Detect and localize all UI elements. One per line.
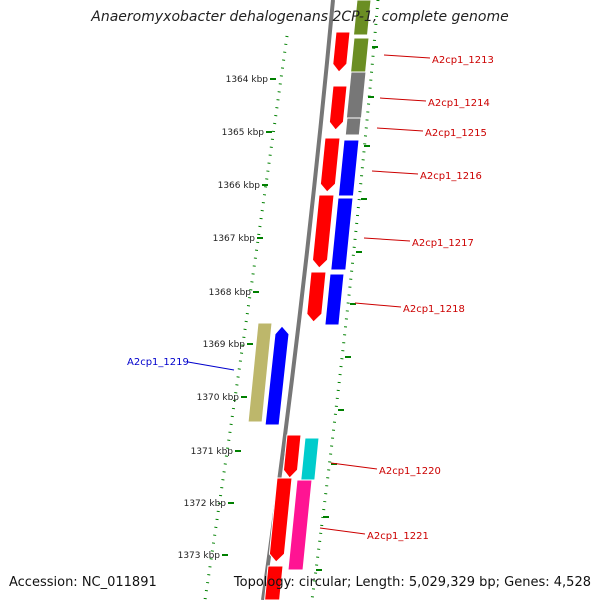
gene-label: A2cp1_1218 [403,304,465,315]
axis-tick-label: 1365 kbp [222,128,265,138]
axis-tick-label: 1373 kbp [178,551,221,561]
axis-tick-label: 1371 kbp [191,447,234,457]
axis-tick-label: 1372 kbp [184,499,227,509]
axis-tick-label: 1368 kbp [209,288,252,298]
gene-label: A2cp1_1215 [425,128,487,139]
gene-label-leader [376,127,424,132]
accession-text: Accession: NC_011891 [9,575,157,590]
axis-tick-label: 1367 kbp [213,234,256,244]
feature-block-khaki [247,322,273,423]
gene-label: A2cp1_1216 [420,171,482,182]
axis-tick-label: 1370 kbp [197,393,240,403]
feature-block-blue-1216 [337,139,360,197]
feature-block-olive [350,37,370,73]
gene-label: A2cp1_1220 [379,466,441,477]
gene-label-leader [371,170,419,175]
axis-tick-label: 1364 kbp [226,75,269,85]
gene-label-leader [363,237,411,242]
gene-arrow-1220 [282,434,302,479]
map-title: Anaeromyxobacter dehalogenans 2CP-1, com… [91,9,509,25]
axis-tick-label: 1369 kbp [203,340,246,350]
axis-tick-label: 1366 kbp [218,181,261,191]
feature-block-gray-2 [344,117,362,136]
gene-arrow-1221 [268,477,293,563]
gene-label: A2cp1_1213 [432,55,494,66]
gene-label-leader [187,361,235,371]
gene-label: A2cp1_1217 [412,238,474,249]
gene-arrow-1217 [311,194,335,269]
feature-block-olive-top [352,0,372,36]
genome-summary-text: Topology: circular; Length: 5,029,329 bp… [233,575,591,590]
gene-label-leader [319,527,366,535]
gene-label-leader [383,54,431,59]
gene-arrow-1219 [264,325,290,426]
gene-label: A2cp1_1214 [428,98,490,109]
gene-label: A2cp1_1219 [127,357,189,368]
feature-block-gray [345,71,367,119]
feature-block-cyan [300,437,320,481]
feature-block-blue-1217 [330,197,354,271]
gene-arrow-1218 [306,271,327,323]
feature-block-pink [287,479,313,571]
gene-label-leader [330,462,378,470]
gene-label: A2cp1_1221 [367,531,429,542]
gene-arrow-1213 [332,31,351,73]
gene-label-leader [354,302,402,308]
feature-block-blue-1218 [324,273,345,326]
gene-arrow-1214 [328,85,348,131]
gene-arrow-1216 [319,137,341,193]
gene-label-leader [379,97,427,102]
